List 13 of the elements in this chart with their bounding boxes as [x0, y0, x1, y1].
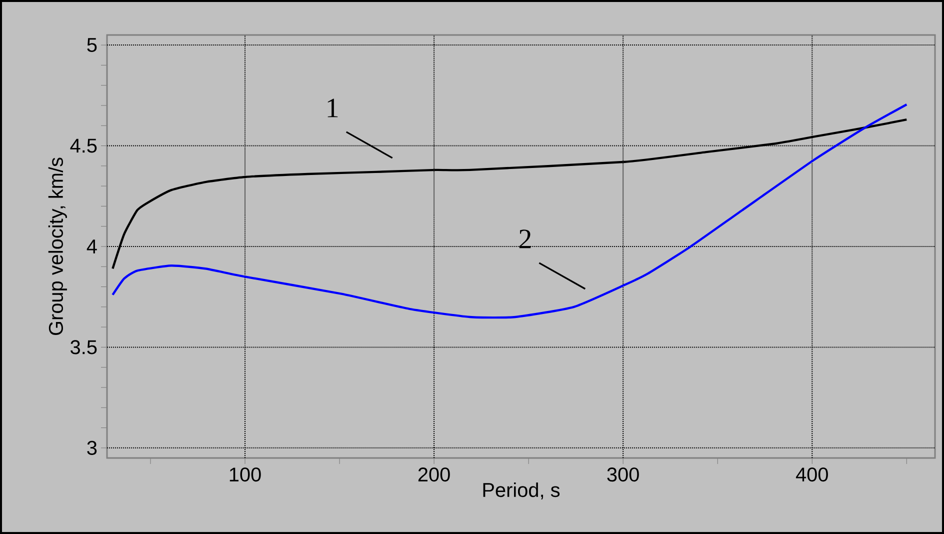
y-tick-label: 3.5	[70, 340, 97, 354]
y-axis-title: Group velocity, km/s	[48, 158, 67, 335]
y-tick-label: 4.5	[70, 138, 97, 153]
y-tick-label: 3	[87, 440, 97, 455]
annotation: 2	[519, 230, 531, 248]
x-axis-title: Period, s	[483, 482, 560, 500]
x-tick-label: 100	[230, 468, 261, 482]
annotation: 1	[328, 98, 338, 118]
x-tick-label: 400	[796, 468, 828, 482]
y-tick-label: 4	[86, 240, 97, 254]
x-tick-label: 300	[607, 468, 639, 482]
x-tick-label: 200	[418, 468, 450, 482]
y-tick-label: 5	[87, 38, 97, 52]
